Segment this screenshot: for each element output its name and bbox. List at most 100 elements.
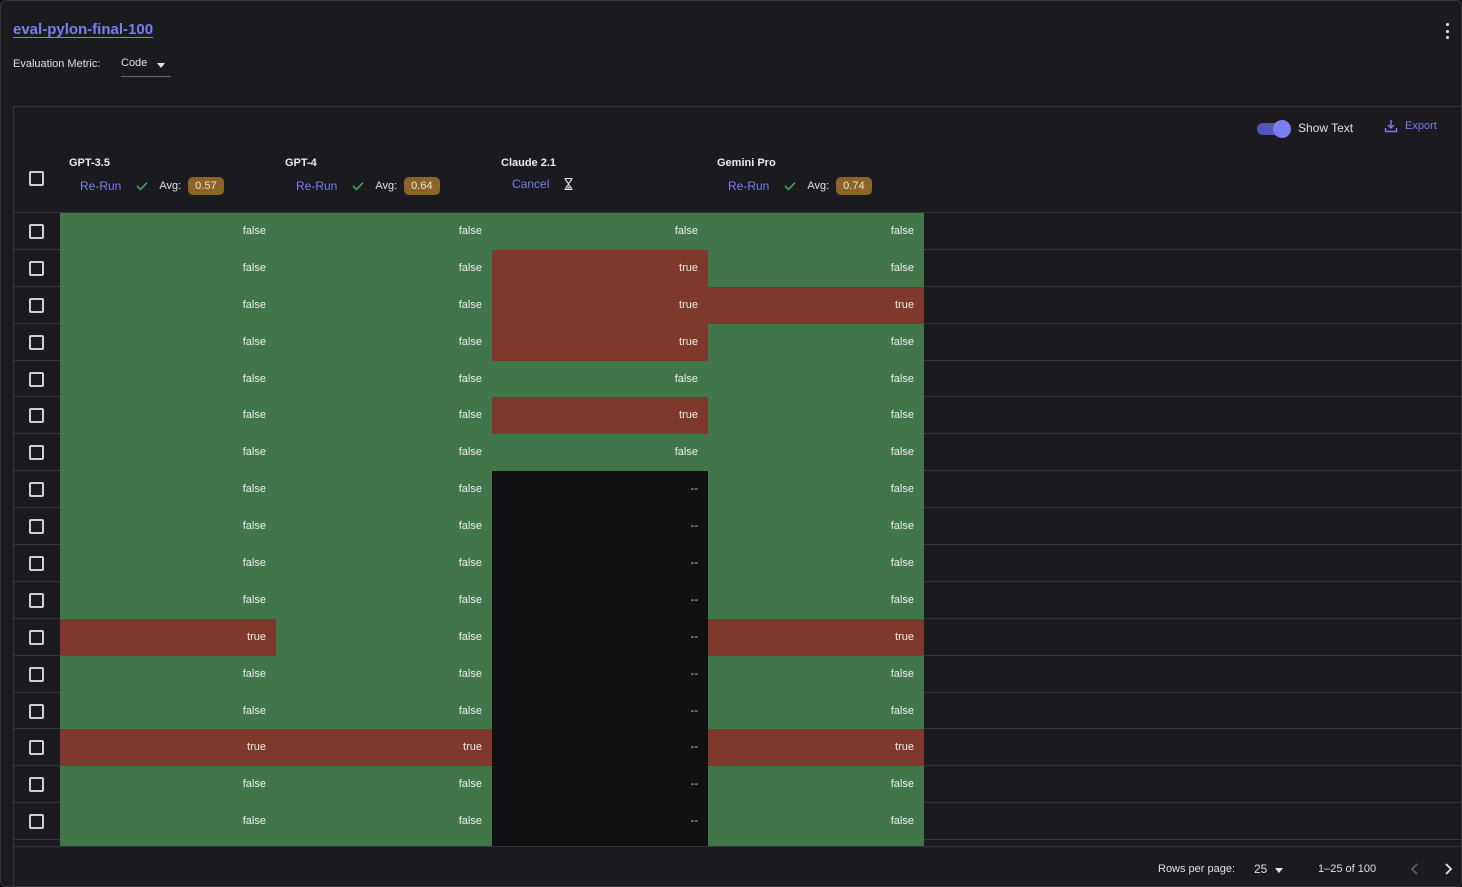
caret-down-icon[interactable] — [1275, 868, 1283, 873]
row-checkbox[interactable] — [29, 297, 44, 313]
row-checkbox[interactable] — [29, 629, 44, 645]
result-cell: false — [276, 840, 492, 846]
result-cell: false — [708, 360, 924, 398]
result-cell: false — [60, 249, 276, 287]
check-icon — [784, 181, 796, 191]
rerun-button[interactable]: Re-Run — [728, 179, 770, 193]
row-checkbox[interactable] — [29, 224, 44, 239]
row-checkbox[interactable] — [29, 814, 44, 830]
evaluation-metric-value: Code — [121, 57, 148, 69]
result-cell: false — [60, 434, 276, 472]
result-cell: true — [708, 729, 924, 767]
result-cell: false — [708, 545, 924, 582]
row-checkbox[interactable] — [29, 703, 44, 719]
select-all-checkbox[interactable] — [29, 171, 44, 186]
column-header: Claude 2.1 Cancel — [492, 157, 708, 191]
result-cell: false — [708, 766, 924, 804]
table-row: false false false false — [14, 434, 1461, 472]
result-cell: -- — [492, 618, 708, 656]
rerun-button[interactable]: Re-Run — [296, 179, 338, 193]
result-cell: false — [60, 360, 276, 398]
avg-label: Avg: — [159, 180, 182, 192]
result-cell: -- — [492, 840, 708, 846]
export-button[interactable]: Export — [1384, 119, 1437, 133]
avg-label: Avg: — [807, 180, 830, 192]
result-cell: -- — [492, 692, 708, 730]
row-checkbox[interactable] — [29, 666, 44, 682]
row-checkbox[interactable] — [29, 592, 44, 608]
table-row: false false true false — [14, 397, 1461, 435]
result-cell: true — [492, 323, 708, 361]
rows-per-page-select[interactable]: 25 — [1254, 862, 1268, 876]
check-icon — [136, 181, 148, 191]
chevron-right-icon[interactable] — [1441, 861, 1455, 877]
column-header: GPT-4 Re-Run Avg: 0.64 — [276, 157, 492, 195]
result-cell: false — [276, 360, 492, 398]
column-controls: Re-Run Avg: 0.57 — [80, 177, 276, 195]
result-cell: true — [492, 397, 708, 435]
result-cell: false — [276, 655, 492, 693]
avg-badge: 0.64 — [404, 177, 440, 195]
row-checkbox[interactable] — [29, 777, 44, 793]
table-row: false false false false — [14, 360, 1461, 398]
show-text-toggle[interactable] — [1257, 120, 1291, 138]
model-name: Claude 2.1 — [501, 157, 557, 169]
result-cell: false — [276, 766, 492, 804]
results-panel: Show Text Export GPT-3.5 Re-Run Avg: 0.57 GP… — [13, 106, 1461, 886]
chevron-left-icon[interactable] — [1408, 861, 1422, 877]
result-cell: false — [276, 286, 492, 324]
row-checkbox[interactable] — [29, 482, 44, 498]
result-cell: false — [708, 323, 924, 361]
row-checkbox[interactable] — [29, 371, 44, 387]
cancel-button[interactable]: Cancel — [512, 177, 550, 191]
row-checkbox[interactable] — [29, 519, 44, 535]
result-cell: false — [708, 508, 924, 546]
result-cell: false — [276, 323, 492, 361]
column-controls: Re-Run Avg: 0.64 — [296, 177, 492, 195]
result-cell: false — [60, 213, 276, 250]
table-row: false false true false — [14, 249, 1461, 287]
row-checkbox[interactable] — [29, 740, 44, 756]
result-cell: false — [276, 581, 492, 619]
table-row: false false true true — [14, 286, 1461, 324]
table-row: false false true false — [14, 323, 1461, 361]
result-cell: false — [276, 545, 492, 582]
result-cell: false — [708, 581, 924, 619]
avg-label: Avg: — [375, 180, 398, 192]
result-cell: false — [60, 545, 276, 582]
result-cell: -- — [492, 581, 708, 619]
result-cell: false — [60, 397, 276, 435]
row-checkbox[interactable] — [29, 408, 44, 424]
more-options-icon[interactable] — [1441, 23, 1453, 39]
result-cell: false — [60, 803, 276, 841]
result-cell: true — [492, 286, 708, 324]
result-cell: -- — [492, 655, 708, 693]
result-cell: false — [60, 323, 276, 361]
table-row: true true -- true — [14, 729, 1461, 767]
rerun-button[interactable]: Re-Run — [80, 179, 122, 193]
check-icon — [352, 181, 364, 191]
table-row: false false false false — [14, 213, 1461, 250]
result-cell: false — [708, 803, 924, 841]
result-cell: false — [708, 692, 924, 730]
result-cell: false — [276, 508, 492, 546]
result-cell: false — [60, 581, 276, 619]
evaluation-metric-select[interactable]: Code — [121, 55, 171, 77]
result-cell: false — [276, 618, 492, 656]
rows-per-page-label: Rows per page: — [1158, 863, 1236, 875]
result-cell: false — [60, 692, 276, 730]
result-cell: -- — [492, 508, 708, 546]
result-cell: false — [492, 360, 708, 398]
result-cell: false — [708, 840, 924, 846]
row-checkbox[interactable] — [29, 556, 44, 572]
row-checkbox[interactable] — [29, 260, 44, 276]
row-checkbox[interactable] — [29, 334, 44, 350]
row-checkbox[interactable] — [29, 445, 44, 461]
eval-title-link[interactable]: eval-pylon-final-100 — [13, 21, 154, 38]
